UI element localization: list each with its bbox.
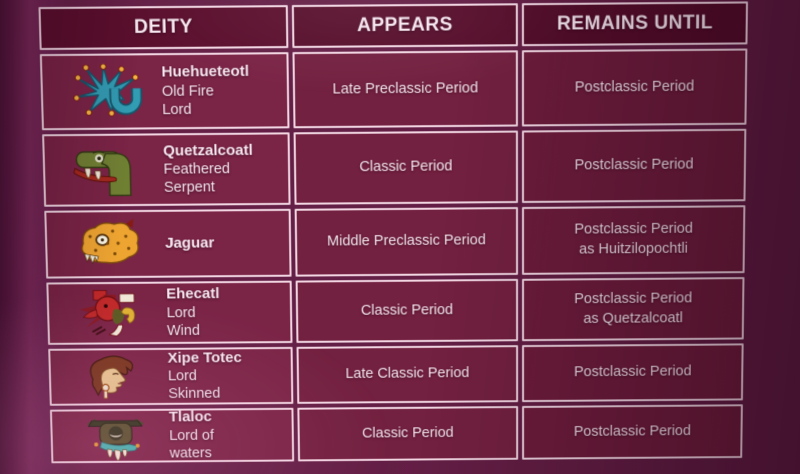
deity-name-block: Ehecatl Lord Wind (166, 285, 220, 340)
ehecatl-glyph-icon (74, 286, 151, 340)
deity-table-sign: DEITY APPEARS REMAINS UNTIL Huehuete (38, 1, 748, 464)
table-row: Huehueteotl Old Fire Lord Late Preclassi… (40, 48, 748, 130)
table-row: Quetzalcoatl Feathered Serpent Classic P… (42, 129, 746, 207)
table-row: Tlaloc Lord of waters Classic Period Pos… (50, 404, 743, 463)
tlaloc-glyph-icon (78, 411, 154, 460)
appears-cell: Late Preclassic Period (292, 50, 518, 128)
jaguar-glyph-icon (72, 217, 149, 271)
header-remains-until: REMAINS UNTIL (522, 1, 748, 46)
appears-cell: Classic Period (297, 406, 518, 461)
table-row: Jaguar Middle Preclassic Period Postclas… (44, 205, 745, 278)
deity-cell-huehueteotl: Huehueteotl Old Fire Lord (40, 52, 289, 130)
header-appears: APPEARS (291, 3, 518, 48)
quetzalcoatl-glyph-icon (70, 142, 148, 199)
deity-name-block: Huehueteotl Old Fire Lord (161, 63, 249, 120)
appears-cell: Middle Preclassic Period (294, 207, 518, 277)
deity-name-block: Tlaloc Lord of waters (169, 408, 215, 462)
header-deity: DEITY (38, 5, 288, 50)
remains-cell: Postclassic Period (522, 343, 743, 402)
appears-cell: Late Classic Period (296, 345, 518, 404)
deity-cell-jaguar: Jaguar (44, 209, 291, 279)
remains-cell: Postclassic Period (522, 48, 747, 126)
xipe-totec-glyph-icon (76, 351, 153, 403)
deity-cell-tlaloc: Tlaloc Lord of waters (50, 408, 294, 464)
huehueteotl-glyph-icon (68, 63, 146, 120)
appears-cell: Classic Period (293, 131, 518, 205)
remains-cell: Postclassic Period (522, 404, 743, 459)
deity-name-block: Jaguar (165, 234, 215, 253)
remains-cell: Postclassic Period as Quetzalcoatl (522, 277, 744, 341)
deity-cell-xipe-totec: Xipe Totec Lord Skinned (48, 347, 293, 406)
deity-cell-ehecatl: Ehecatl Lord Wind (46, 281, 292, 345)
remains-cell: Postclassic Period as Huitzilopochtli (522, 205, 745, 275)
appears-cell: Classic Period (295, 279, 518, 343)
table-header-row: DEITY APPEARS REMAINS UNTIL (38, 1, 748, 50)
table-row: Ehecatl Lord Wind Classic Period Postcla… (46, 277, 744, 345)
table-row: Xipe Totec Lord Skinned Late Classic Per… (48, 343, 743, 405)
remains-cell: Postclassic Period (522, 129, 746, 203)
deity-name-block: Quetzalcoatl Feathered Serpent (163, 141, 254, 197)
deity-cell-quetzalcoatl: Quetzalcoatl Feathered Serpent (42, 132, 290, 206)
deity-name-block: Xipe Totec Lord Skinned (167, 349, 242, 404)
